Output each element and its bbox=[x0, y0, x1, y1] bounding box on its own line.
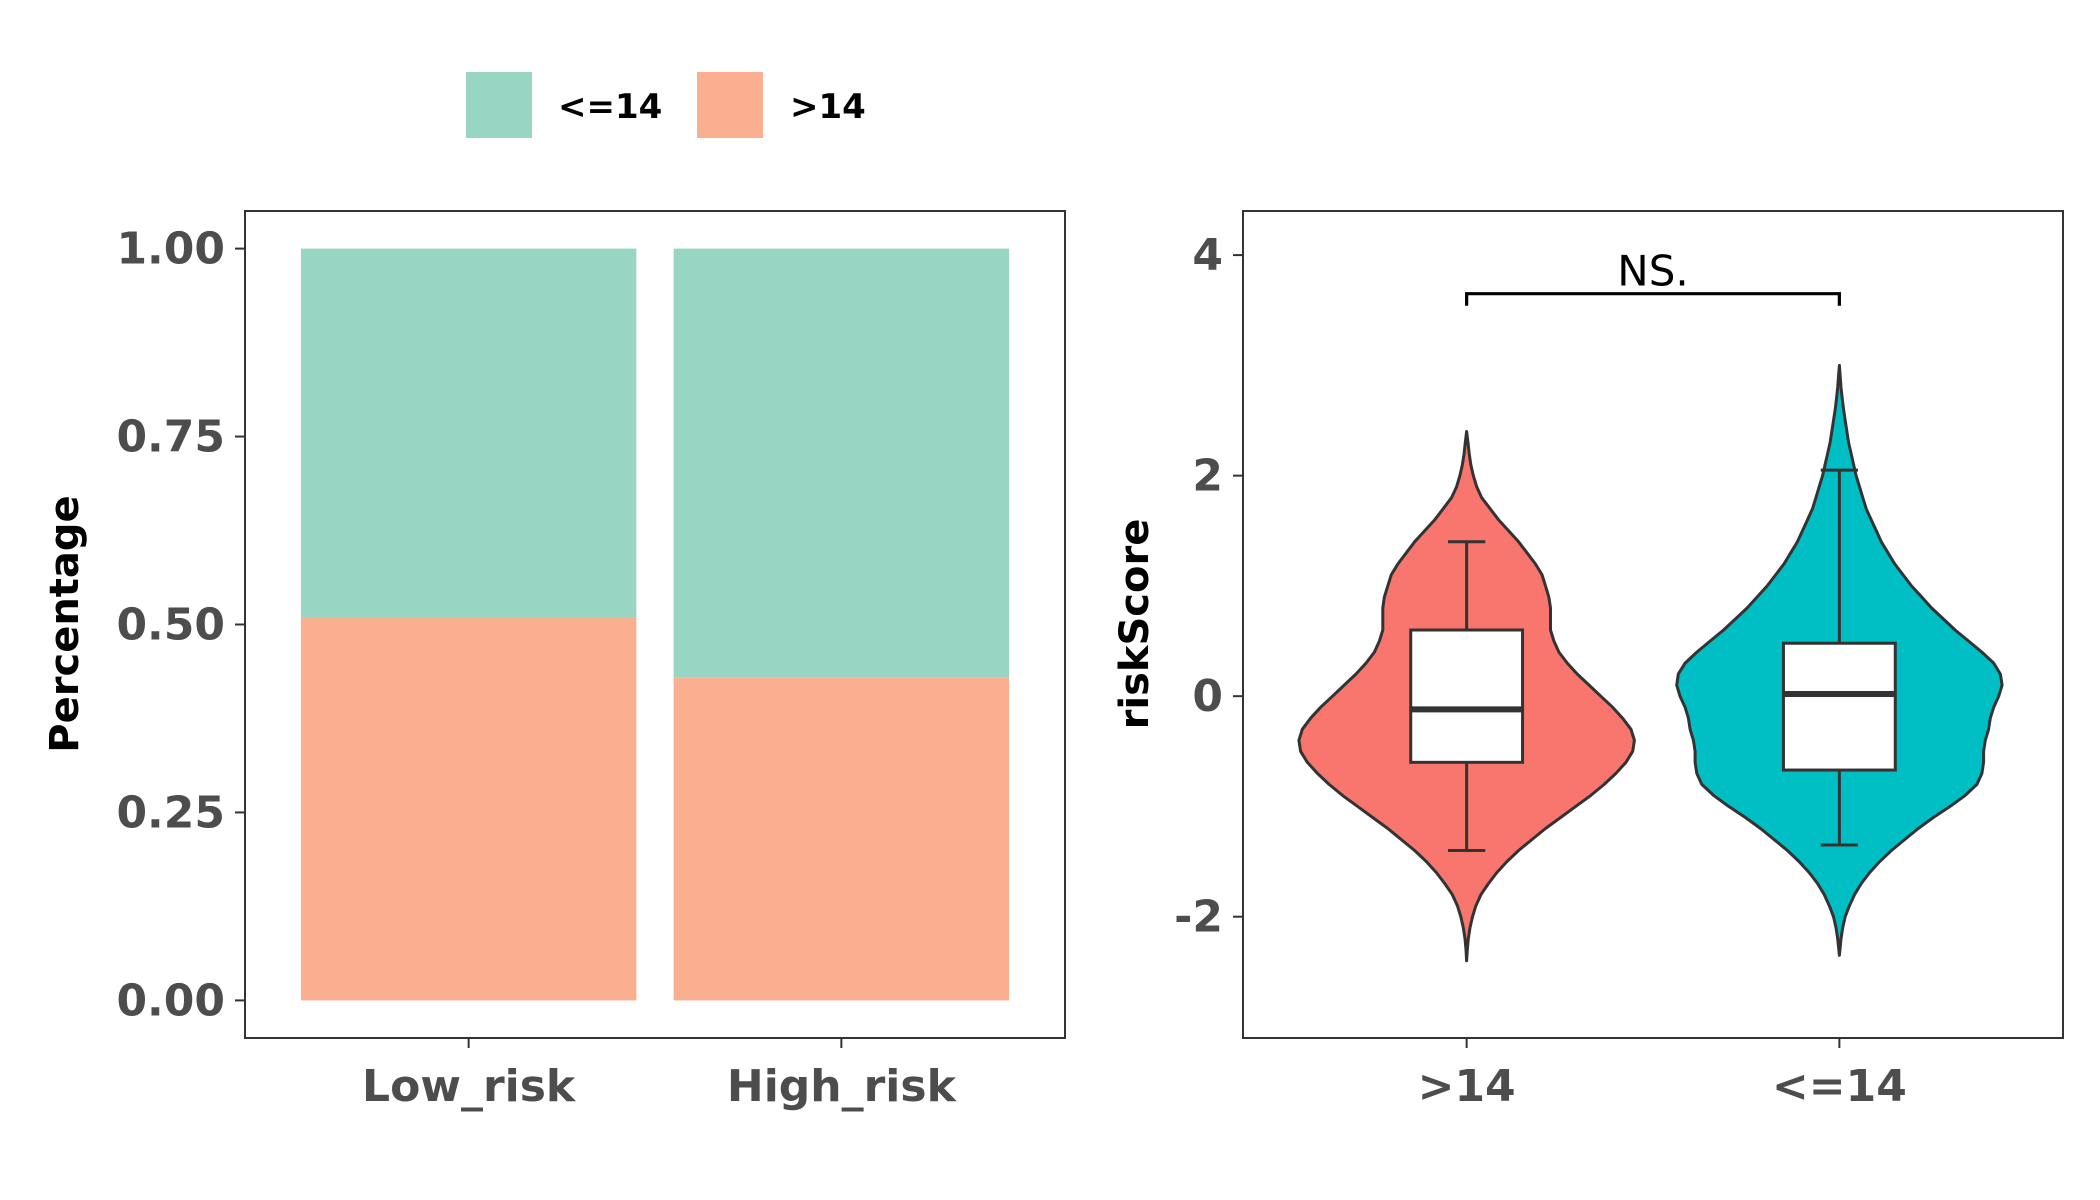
bar-x-axis: Low_risk High_risk bbox=[362, 1038, 958, 1112]
violin-y-tick-label: -2 bbox=[1174, 892, 1223, 943]
legend-swatch-gt14 bbox=[697, 72, 763, 138]
violin-y-tick-label: 0 bbox=[1192, 671, 1223, 722]
bar-y-tick-label: 0.00 bbox=[116, 975, 225, 1026]
bar-x-tick-label: High_risk bbox=[727, 1061, 958, 1112]
violin-y-tick-label: 2 bbox=[1192, 451, 1223, 502]
significance-bracket-line bbox=[1465, 292, 1841, 306]
bar-y-tick-label: 0.25 bbox=[116, 787, 225, 838]
bar-y-tick-label: 1.00 bbox=[116, 224, 225, 275]
violin-x-axis: >14 <=14 bbox=[1418, 1038, 1907, 1112]
violin-y-axis: -2 0 2 4 bbox=[1174, 230, 1243, 943]
legend-label-gt14: >14 bbox=[790, 87, 866, 127]
significance-label: NS. bbox=[1617, 247, 1688, 296]
bar-y-axis: 0.00 0.25 0.50 0.75 1.00 bbox=[116, 224, 245, 1026]
violin-y-tick-label: 4 bbox=[1192, 230, 1223, 281]
box-le14 bbox=[1781, 641, 1897, 772]
bar-low-risk-le14 bbox=[300, 248, 637, 617]
bar-marks bbox=[300, 248, 1010, 1001]
legend: <=14 >14 bbox=[466, 72, 866, 138]
bar-x-tick-label: Low_risk bbox=[362, 1061, 577, 1112]
bar-y-tick-label: 0.50 bbox=[116, 600, 225, 651]
bar-chart-panel: 0.00 0.25 0.50 0.75 1.00 Low_risk High_risk P… bbox=[42, 210, 1066, 1112]
bar-high-risk-le14 bbox=[673, 248, 1010, 678]
bar-y-tick-label: 0.75 bbox=[116, 412, 225, 463]
violin-x-tick-label: <=14 bbox=[1772, 1061, 1907, 1112]
violin-y-axis-title: riskScore bbox=[1112, 519, 1158, 730]
violin-chart-panel: NS. -2 0 2 4 >14 <=14 riskScore bbox=[1112, 210, 2064, 1112]
significance-bracket: NS. bbox=[1465, 247, 1841, 306]
legend-swatch-le14 bbox=[466, 72, 532, 138]
violin-marks bbox=[1297, 363, 2004, 963]
bar-low-risk-gt14 bbox=[300, 616, 637, 1001]
bar-y-axis-title: Percentage bbox=[42, 495, 88, 752]
box-gt14 bbox=[1409, 628, 1525, 764]
violin-x-tick-label: >14 bbox=[1418, 1061, 1516, 1112]
violin-panel-border bbox=[1242, 210, 2064, 1039]
legend-label-le14: <=14 bbox=[558, 87, 662, 127]
bar-high-risk-gt14 bbox=[673, 677, 1010, 1001]
